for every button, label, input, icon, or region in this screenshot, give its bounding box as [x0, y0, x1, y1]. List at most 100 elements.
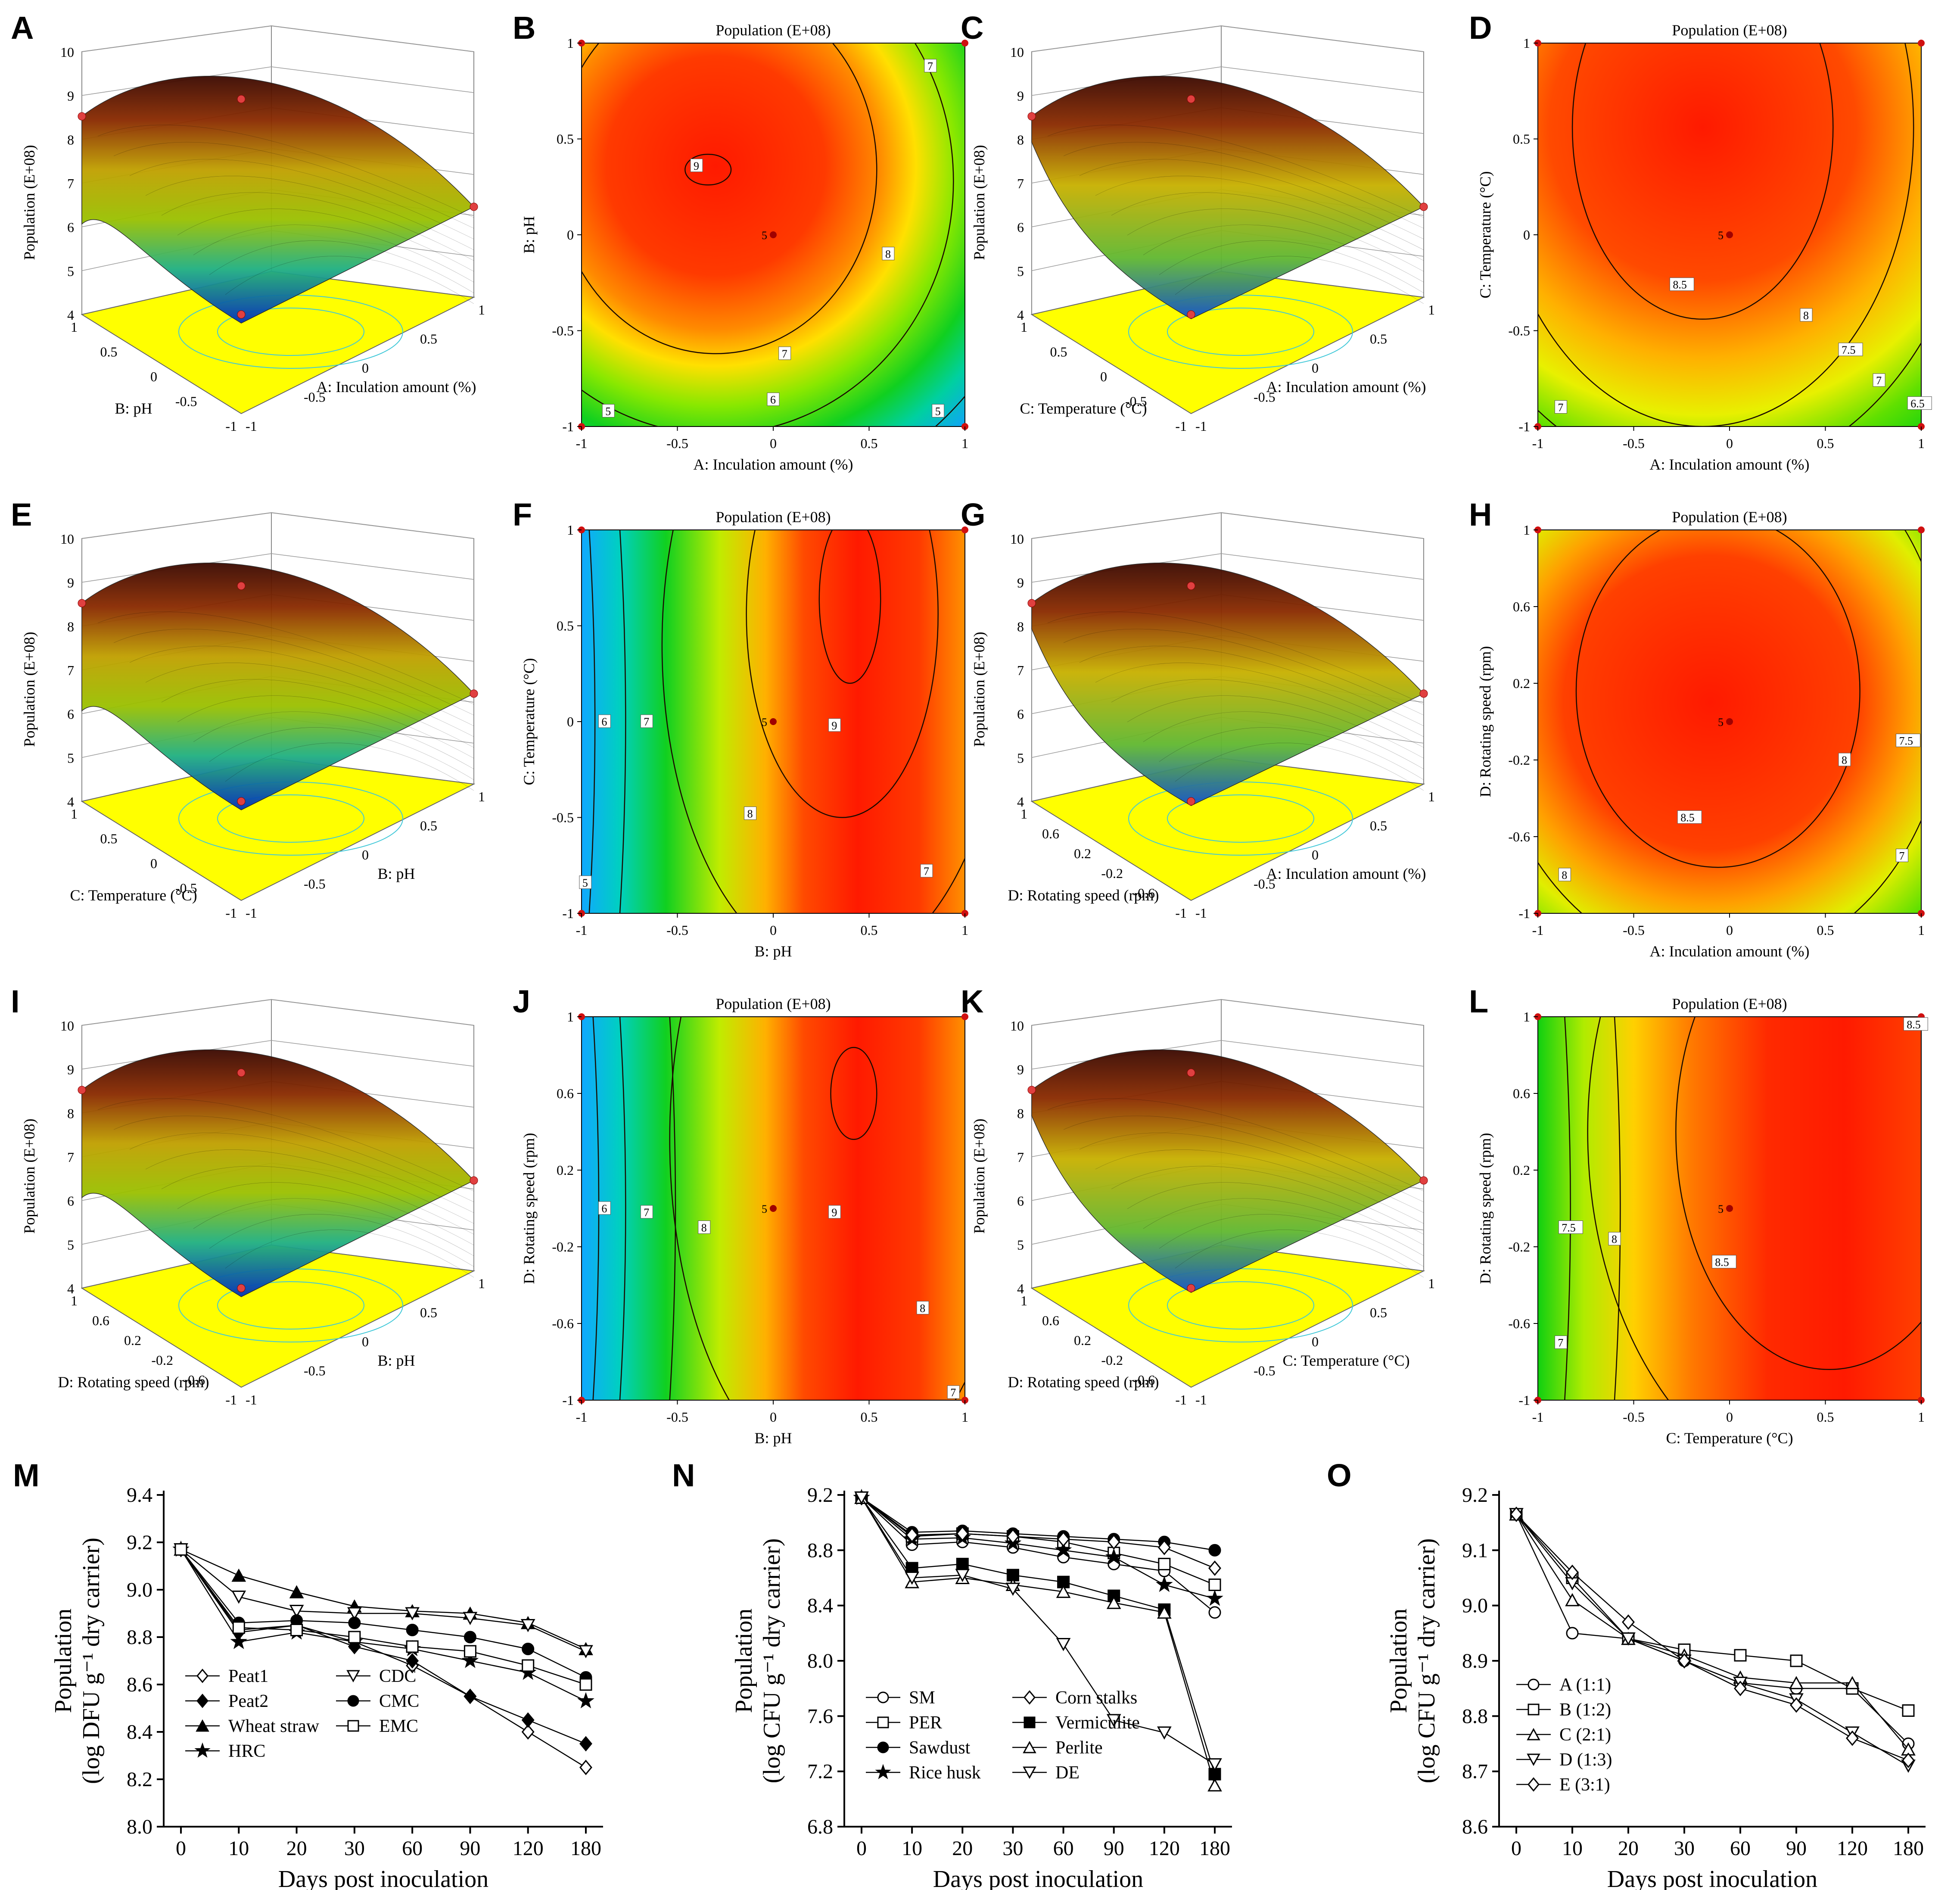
y-tick-label: 0 [567, 714, 574, 729]
design-point [1918, 526, 1925, 533]
design-point [78, 1086, 86, 1094]
contour-label: 5 [935, 405, 941, 417]
design-point [1027, 1086, 1036, 1094]
contour-label-box [916, 1301, 929, 1314]
mesh-line [1143, 224, 1424, 283]
floor-tick-label: -1 [1195, 1392, 1207, 1407]
data-point [406, 1653, 419, 1669]
data-point [348, 1616, 361, 1629]
data-point [230, 1633, 248, 1649]
design-point [1187, 310, 1195, 319]
y-tick-label: 8.0 [127, 1815, 152, 1838]
wall-grid-line [1031, 512, 1424, 539]
y-tick-label: 9.2 [127, 1531, 152, 1554]
series-line [861, 1497, 1216, 1786]
panel-L: L Population (E+08) 5 8.5 8 7.5 7 8.5 -1 -0.5 0 0.5… [1469, 984, 1928, 1447]
x-tick-label: -1 [576, 922, 588, 938]
y-tick-label: 0 [1523, 227, 1530, 243]
data-point [1566, 1564, 1579, 1580]
series-DE [854, 1491, 1222, 1772]
floor-tick-label: 0.5 [100, 344, 118, 360]
chart-O: O 8.6 8.7 8.8 8.9 9.0 9.1 9.2 0 10 20 30 60 90 120 180 D… [1327, 1457, 1926, 1890]
legend-label: PER [909, 1713, 942, 1733]
x-axis-label: A: Inculation amount (%) [1650, 943, 1810, 960]
design-point [1027, 112, 1036, 121]
contour-label: 9 [831, 1206, 837, 1219]
floor-tick-label: -0.6 [1133, 885, 1155, 901]
floor-tick-label: -1 [1195, 905, 1207, 921]
contour-label: 8.5 [1680, 812, 1695, 824]
y-tick-label: 8.8 [127, 1626, 152, 1649]
mesh-line [1095, 1149, 1424, 1224]
y-tick-label: 7.2 [807, 1760, 833, 1783]
y-tick-label: -0.6 [1508, 1316, 1530, 1331]
mesh-line [1063, 1115, 1424, 1202]
floor-contour [217, 1281, 364, 1330]
mesh-line [1143, 1198, 1424, 1256]
contour-label-box [598, 714, 611, 728]
x-axis-label: Days post inoculation [1607, 1866, 1817, 1890]
mesh-line [225, 256, 474, 304]
data-point [875, 1764, 891, 1779]
floor-tick-label: -1 [246, 1392, 257, 1407]
data-point [463, 1612, 478, 1625]
y-tick-label: 0.6 [1513, 1086, 1530, 1101]
floor-tick-label: 0 [1312, 1334, 1319, 1349]
contour-label: 8 [1562, 869, 1567, 881]
z-tick-label: 5 [1017, 1237, 1024, 1252]
panel-label-M: M [13, 1457, 40, 1493]
data-point [1157, 1539, 1171, 1555]
contour-label-box [1838, 753, 1851, 766]
floor-tick-label: 1 [1428, 1276, 1435, 1291]
z-tick-label: 9 [67, 1062, 74, 1077]
z-tick-label: 8 [1017, 619, 1024, 634]
panel-label-A: A [11, 10, 34, 46]
panel-label-H: H [1469, 497, 1492, 532]
contour-label: 9 [831, 719, 837, 732]
y-tick-label: 8.8 [807, 1539, 833, 1562]
panel-label-D: D [1469, 10, 1492, 46]
contour-label: 5 [605, 405, 611, 417]
z-tick-label: 7 [67, 663, 74, 678]
mesh-line [1079, 646, 1424, 726]
x-tick-label: 120 [1837, 1837, 1868, 1860]
wall-grid-line [1031, 25, 1424, 52]
mesh-line [225, 1230, 474, 1278]
panel-C: C 4 5 6 7 8 9 10 1 0.5 0 -0.5 -1 -1 -0.5 0 0.5 1 C: Temper… [961, 10, 1435, 434]
response-surface [1031, 76, 1425, 319]
mesh-line [97, 611, 474, 705]
y-tick-label: 1 [1523, 1009, 1530, 1024]
z-axis-label: Population (E+08) [21, 632, 38, 747]
x-tick-label: -1 [576, 436, 588, 451]
mesh-line [1063, 142, 1424, 229]
series-Corn stalks [855, 1490, 1221, 1576]
y-tick-label: -1 [562, 419, 574, 434]
series-line [861, 1497, 1215, 1765]
z-tick-label: 6 [67, 1193, 74, 1209]
contour-label: 7 [927, 60, 933, 72]
data-point [1023, 1766, 1036, 1779]
data-point [905, 1572, 919, 1585]
data-point [1902, 1704, 1915, 1717]
x-tick-label: 0 [770, 436, 777, 451]
contour-line [669, 1017, 676, 1400]
floor-axis-label-right: B: pH [377, 1352, 415, 1369]
x-tick-label: 90 [1104, 1837, 1124, 1860]
z-tick-label: 10 [60, 1018, 74, 1034]
data-point [406, 1640, 419, 1653]
contour-line [588, 530, 596, 913]
z-tick-label: 6 [1017, 220, 1024, 235]
design-point [1419, 1176, 1428, 1185]
data-point [1106, 1714, 1121, 1728]
y-axis-label: B: pH [520, 216, 538, 253]
contour-label: 7 [924, 865, 929, 878]
contour-label-box [767, 392, 780, 406]
design-point [1187, 1068, 1195, 1077]
z-tick-label: 4 [1017, 794, 1024, 810]
z-tick-label: 8 [1017, 132, 1024, 147]
mesh-line [1159, 240, 1424, 293]
design-point [961, 526, 968, 533]
contour-label-box [1677, 810, 1702, 824]
y-tick-label: 0.2 [1513, 1162, 1530, 1178]
